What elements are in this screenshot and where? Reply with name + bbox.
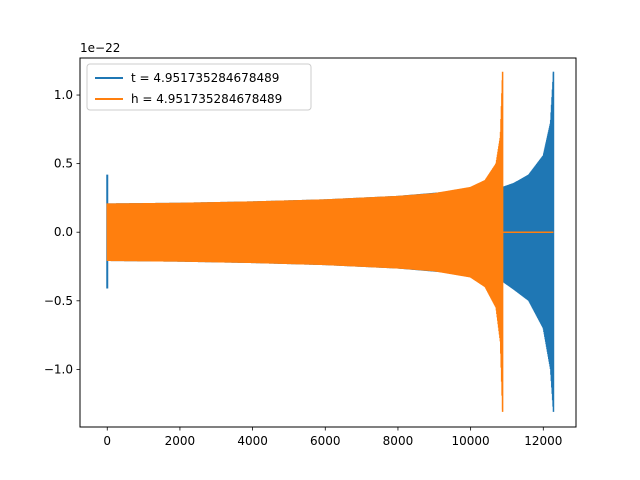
x-axis: 0 2000 4000 6000 8000 10000 12000 bbox=[103, 427, 562, 448]
x-tick-label: 8000 bbox=[383, 434, 414, 448]
y-tick-label: 0.0 bbox=[54, 225, 73, 239]
y-tick-label: 0.5 bbox=[54, 157, 73, 171]
x-tick-label: 10000 bbox=[452, 434, 490, 448]
x-tick-label: 4000 bbox=[237, 434, 268, 448]
plot-area bbox=[106, 71, 555, 412]
legend-label-t: t = 4.951735284678489 bbox=[131, 71, 279, 85]
y-tick-label: −1.0 bbox=[44, 362, 73, 376]
axes-frame bbox=[79, 57, 577, 428]
legend: t = 4.951735284678489 h = 4.951735284678… bbox=[86, 63, 312, 111]
x-tick-label: 2000 bbox=[165, 434, 196, 448]
y-offset-label: 1e−22 bbox=[80, 41, 120, 55]
x-tick-label: 12000 bbox=[524, 434, 562, 448]
legend-box bbox=[86, 63, 312, 111]
x-tick-label: 6000 bbox=[310, 434, 341, 448]
y-axis: −1.0 −0.5 0.0 0.5 1.0 bbox=[44, 88, 80, 376]
series-h-line bbox=[106, 71, 504, 412]
y-tick-label: −0.5 bbox=[44, 294, 73, 308]
x-tick-label: 0 bbox=[103, 434, 111, 448]
legend-label-h: h = 4.951735284678489 bbox=[131, 92, 282, 106]
y-tick-label: 1.0 bbox=[54, 88, 73, 102]
